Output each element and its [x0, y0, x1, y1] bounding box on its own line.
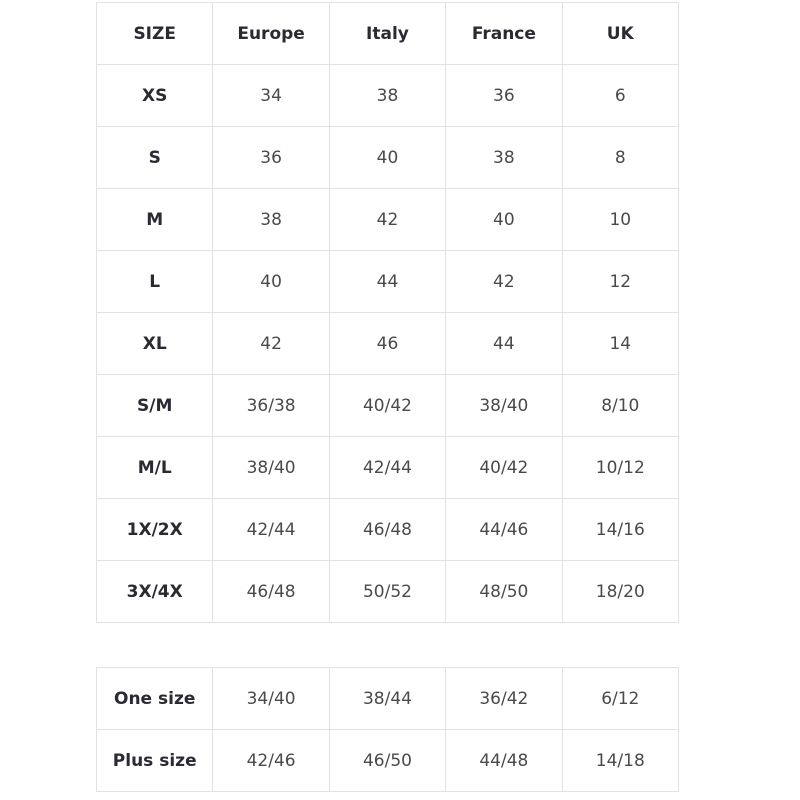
table-row: S 36 40 38 8 [95, 126, 680, 189]
size-value-cell: 6 [561, 64, 680, 127]
size-value-cell: 46 [328, 312, 447, 375]
size-value-cell: 42 [328, 188, 447, 251]
column-header: UK [561, 2, 680, 65]
size-value-cell: 46/50 [328, 729, 447, 792]
size-label-cell: M [95, 188, 214, 251]
size-value-cell: 8/10 [561, 374, 680, 437]
size-value-cell: 42 [212, 312, 330, 375]
table-row: L 40 44 42 12 [95, 250, 680, 313]
size-value-cell: 44 [328, 250, 447, 313]
size-value-cell: 42/44 [328, 436, 447, 499]
size-label-cell: Plus size [95, 729, 214, 792]
size-label-cell: L [95, 250, 214, 313]
column-header: SIZE [95, 2, 214, 65]
size-label-cell: 3X/4X [95, 560, 214, 623]
size-value-cell: 46/48 [328, 498, 447, 561]
size-value-cell: 40 [328, 126, 447, 189]
size-chart-table: SIZE Europe Italy France UK XS 34 38 36 6 S 36 40 38 8… [95, 2, 680, 623]
size-value-cell: 36/42 [445, 667, 563, 730]
size-value-cell: 14/18 [561, 729, 680, 792]
size-value-cell: 36 [445, 64, 563, 127]
table-header-row: SIZE Europe Italy France UK [95, 2, 680, 65]
size-label-cell: S [95, 126, 214, 189]
table-row: XL 42 46 44 14 [95, 312, 680, 375]
size-value-cell: 40/42 [445, 436, 563, 499]
size-value-cell: 14 [561, 312, 680, 375]
size-value-cell: 40 [445, 188, 563, 251]
column-header: Italy [328, 2, 447, 65]
size-value-cell: 36/38 [212, 374, 330, 437]
special-sizes-table: One size 34/40 38/44 36/42 6/12 Plus size 42/4… [95, 667, 680, 792]
size-value-cell: 42 [445, 250, 563, 313]
size-value-cell: 40 [212, 250, 330, 313]
size-value-cell: 36 [212, 126, 330, 189]
size-value-cell: 38 [445, 126, 563, 189]
table-row: XS 34 38 36 6 [95, 64, 680, 127]
size-value-cell: 10 [561, 188, 680, 251]
size-value-cell: 48/50 [445, 560, 563, 623]
size-label-cell: XS [95, 64, 214, 127]
size-value-cell: 34 [212, 64, 330, 127]
size-label-cell: S/M [95, 374, 214, 437]
size-value-cell: 50/52 [328, 560, 447, 623]
table-row: M 38 42 40 10 [95, 188, 680, 251]
size-value-cell: 38/44 [328, 667, 447, 730]
size-value-cell: 12 [561, 250, 680, 313]
size-value-cell: 10/12 [561, 436, 680, 499]
size-value-cell: 38 [212, 188, 330, 251]
size-value-cell: 42/46 [212, 729, 330, 792]
size-value-cell: 38 [328, 64, 447, 127]
size-label-cell: 1X/2X [95, 498, 214, 561]
column-header: France [445, 2, 563, 65]
table-row: One size 34/40 38/44 36/42 6/12 [95, 667, 680, 730]
size-value-cell: 38/40 [445, 374, 563, 437]
table-row: M/L 38/40 42/44 40/42 10/12 [95, 436, 680, 499]
size-value-cell: 38/40 [212, 436, 330, 499]
size-value-cell: 14/16 [561, 498, 680, 561]
table-row: 1X/2X 42/44 46/48 44/46 14/16 [95, 498, 680, 561]
size-value-cell: 40/42 [328, 374, 447, 437]
size-value-cell: 42/44 [212, 498, 330, 561]
size-value-cell: 44/48 [445, 729, 563, 792]
table-row: S/M 36/38 40/42 38/40 8/10 [95, 374, 680, 437]
size-label-cell: XL [95, 312, 214, 375]
table-row: 3X/4X 46/48 50/52 48/50 18/20 [95, 560, 680, 623]
size-value-cell: 18/20 [561, 560, 680, 623]
size-value-cell: 8 [561, 126, 680, 189]
size-value-cell: 34/40 [212, 667, 330, 730]
table-row: Plus size 42/46 46/50 44/48 14/18 [95, 729, 680, 792]
size-label-cell: One size [95, 667, 214, 730]
size-value-cell: 44/46 [445, 498, 563, 561]
size-label-cell: M/L [95, 436, 214, 499]
column-header: Europe [212, 2, 330, 65]
size-value-cell: 44 [445, 312, 563, 375]
size-value-cell: 46/48 [212, 560, 330, 623]
size-value-cell: 6/12 [561, 667, 680, 730]
